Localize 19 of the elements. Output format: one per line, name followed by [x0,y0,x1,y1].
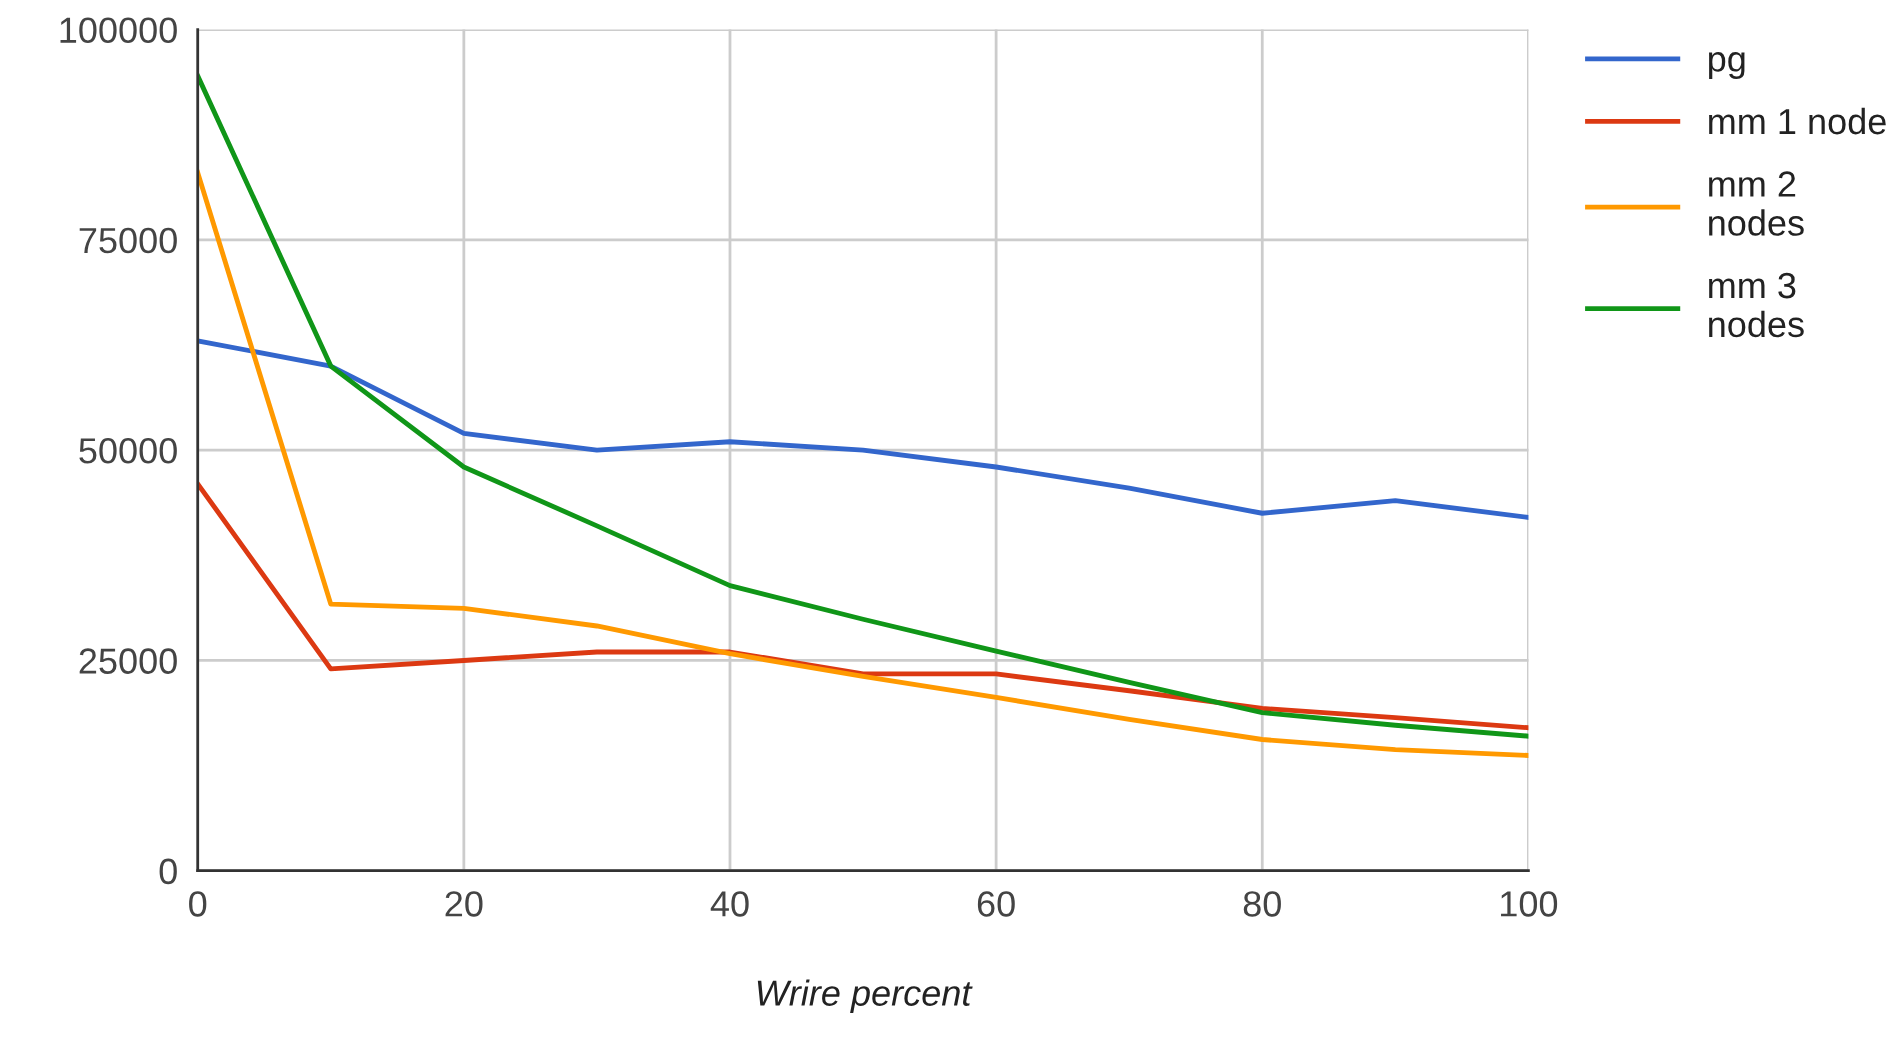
line-series [197,73,1529,739]
x-tick-label: 0 [189,891,207,917]
y-tick-label: 50000 [79,438,177,464]
legend-label: pg [1709,52,1745,79]
legend-label: mm 1 node [1709,107,1886,135]
x-tick-label: 60 [977,891,1015,917]
y-tick-label: 100000 [60,17,177,44]
legend-label: mm 3 nodes [1709,272,1804,338]
line-series [197,170,1529,758]
y-tick-label: 75000 [79,227,177,254]
x-tick-label: 20 [445,891,483,917]
legend-label: mm 2 nodes [1709,171,1804,236]
x-tick-label: 40 [710,891,749,917]
x-tick-label: 80 [1243,891,1281,917]
line-series [197,338,1529,520]
y-tick-label: 25000 [79,648,177,674]
y-tick-label: 0 [159,858,177,885]
x-tick-label: 100 [1501,891,1558,917]
x-axis-title: Wrire percent [757,979,973,1014]
